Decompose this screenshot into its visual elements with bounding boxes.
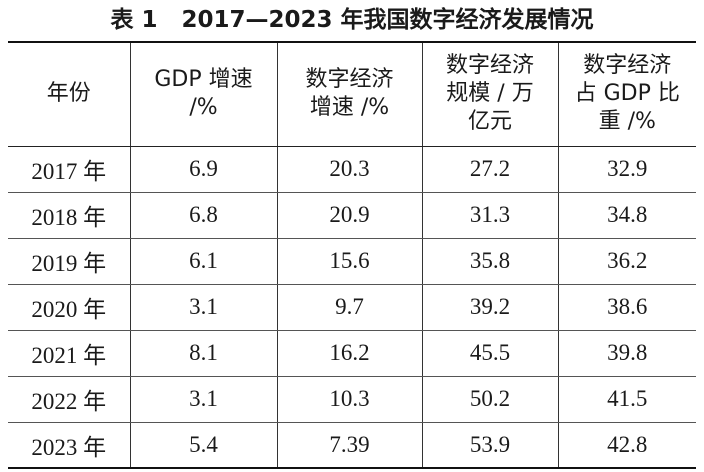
cell-year: 2022 年 (8, 375, 131, 423)
cell-digital-share: 34.8 (557, 191, 696, 239)
header-digital-share-line-2: 占 GDP 比 (574, 81, 680, 107)
cell-digital-scale: 27.2 (421, 145, 559, 193)
cell-year: 2018 年 (8, 191, 131, 239)
data-table: 年份 GDP 增速 /% 数字经济 增速 /% 数字经济 规模 / 万 亿元 数… (8, 41, 696, 469)
cell-digital-share: 39.8 (557, 329, 696, 377)
cell-digital-growth: 20.9 (276, 191, 423, 239)
cell-digital-growth: 7.39 (276, 421, 423, 469)
cell-digital-share: 42.8 (557, 421, 696, 469)
table-caption: 表 1 2017—2023 年我国数字经济发展情况 (110, 7, 594, 33)
cell-digital-share: 38.6 (557, 283, 696, 331)
cell-digital-share: 36.2 (557, 237, 696, 285)
cell-digital-growth: 16.2 (276, 329, 423, 377)
cell-digital-scale: 50.2 (421, 375, 559, 423)
table-row: 2023 年 5.4 7.39 53.9 42.8 (8, 421, 696, 469)
cell-gdp-growth: 5.4 (129, 421, 278, 469)
header-gdp-growth-line-2: /% (189, 95, 218, 121)
cell-digital-scale: 45.5 (421, 329, 559, 377)
table-header-row: 年份 GDP 增速 /% 数字经济 增速 /% 数字经济 规模 / 万 亿元 数… (8, 41, 696, 147)
header-digital-scale: 数字经济 规模 / 万 亿元 (421, 41, 559, 147)
cell-gdp-growth: 3.1 (129, 283, 278, 331)
table-row: 2019 年 6.1 15.6 35.8 36.2 (8, 237, 696, 285)
header-digital-growth-line-2: 增速 /% (309, 95, 390, 121)
cell-digital-growth: 10.3 (276, 375, 423, 423)
cell-digital-share: 41.5 (557, 375, 696, 423)
header-year-line-1: 年份 (46, 81, 91, 107)
cell-digital-growth: 9.7 (276, 283, 423, 331)
header-digital-growth-line-1: 数字经济 (305, 67, 394, 93)
cell-digital-growth: 15.6 (276, 237, 423, 285)
table-row: 2022 年 3.1 10.3 50.2 41.5 (8, 375, 696, 423)
cell-year: 2017 年 (8, 145, 131, 193)
cell-gdp-growth: 3.1 (129, 375, 278, 423)
cell-gdp-growth: 6.1 (129, 237, 278, 285)
cell-digital-share: 32.9 (557, 145, 696, 193)
header-digital-share-line-1: 数字经济 (583, 53, 672, 79)
table-row: 2020 年 3.1 9.7 39.2 38.6 (8, 283, 696, 331)
cell-gdp-growth: 6.9 (129, 145, 278, 193)
cell-digital-scale: 53.9 (421, 421, 559, 469)
cell-digital-scale: 39.2 (421, 283, 559, 331)
header-digital-scale-line-1: 数字经济 (445, 53, 534, 79)
cell-year: 2019 年 (8, 237, 131, 285)
table-row: 2018 年 6.8 20.9 31.3 34.8 (8, 191, 696, 239)
header-digital-scale-line-2: 规模 / 万 (446, 81, 534, 107)
header-digital-growth: 数字经济 增速 /% (276, 41, 423, 147)
cell-gdp-growth: 8.1 (129, 329, 278, 377)
table-row: 2021 年 8.1 16.2 45.5 39.8 (8, 329, 696, 377)
cell-year: 2023 年 (8, 421, 131, 469)
cell-digital-scale: 31.3 (421, 191, 559, 239)
cell-digital-growth: 20.3 (276, 145, 423, 193)
cell-year: 2020 年 (8, 283, 131, 331)
cell-year: 2021 年 (8, 329, 131, 377)
header-gdp-growth-line-1: GDP 增速 (154, 67, 253, 93)
header-year: 年份 (8, 41, 131, 147)
header-digital-share: 数字经济 占 GDP 比 重 /% (557, 41, 696, 147)
header-digital-share-line-3: 重 /% (598, 109, 656, 135)
header-gdp-growth: GDP 增速 /% (129, 41, 278, 147)
header-digital-scale-line-3: 亿元 (467, 109, 512, 135)
cell-gdp-growth: 6.8 (129, 191, 278, 239)
cell-digital-scale: 35.8 (421, 237, 559, 285)
table-row: 2017 年 6.9 20.3 27.2 32.9 (8, 145, 696, 193)
table-body: 2017 年 6.9 20.3 27.2 32.9 2018 年 6.8 20.… (8, 145, 696, 469)
